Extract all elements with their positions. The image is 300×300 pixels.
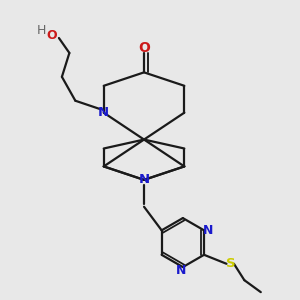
Text: O: O <box>46 28 57 41</box>
Text: S: S <box>226 257 236 270</box>
Text: N: N <box>139 173 150 186</box>
Text: N: N <box>98 106 109 119</box>
Text: O: O <box>138 40 150 55</box>
Text: N: N <box>176 263 187 277</box>
Text: N: N <box>202 224 213 237</box>
Text: H: H <box>36 24 46 37</box>
